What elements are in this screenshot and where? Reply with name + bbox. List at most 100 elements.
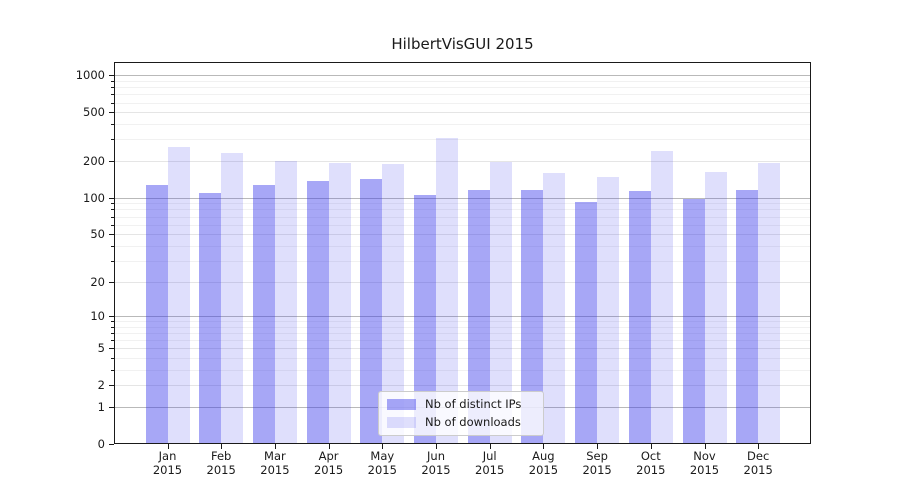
- x-tick-label-month: Jul: [482, 449, 497, 463]
- bar-downloads: [328, 163, 351, 444]
- bar-downloads: [274, 160, 297, 444]
- bar-downloads: [221, 153, 244, 444]
- y-tick: [109, 444, 114, 445]
- x-tick-label-year: 2015: [206, 463, 236, 477]
- major-gridline: [114, 160, 811, 162]
- x-tick-label-month: Sep: [586, 449, 608, 463]
- legend-label-downloads: Nb of downloads: [425, 414, 521, 429]
- decade-gridline: [114, 197, 811, 199]
- x-tick-label-month: Jan: [158, 449, 177, 463]
- minor-gridline: [114, 321, 811, 323]
- major-gridline: [114, 385, 811, 387]
- minor-gridline: [114, 102, 811, 104]
- y-tick-label: 20: [90, 274, 105, 289]
- bar-downloads: [543, 172, 566, 444]
- y-minor-tick: [111, 260, 114, 262]
- bar-downloads: [489, 161, 512, 444]
- x-tick: [167, 444, 169, 449]
- major-gridline: [114, 234, 811, 236]
- x-tick-label-month: May: [370, 449, 395, 463]
- y-tick: [109, 112, 114, 114]
- y-minor-tick: [111, 124, 114, 126]
- y-tick: [109, 197, 114, 199]
- y-minor-tick: [111, 340, 114, 342]
- x-tick-label-year: 2015: [421, 463, 451, 477]
- y-minor-tick: [111, 80, 114, 82]
- bar-distinct-ips: [628, 190, 651, 444]
- chart-title: HilbertVisGUI 2015: [391, 35, 534, 53]
- legend-row-downloads: Nb of downloads: [387, 414, 535, 429]
- minor-gridline: [114, 94, 811, 96]
- y-tick: [109, 316, 114, 317]
- minor-gridline: [114, 216, 811, 218]
- minor-gridline: [114, 139, 811, 141]
- x-tick: [543, 444, 545, 449]
- bar-distinct-ips: [682, 199, 705, 444]
- y-tick: [109, 75, 114, 77]
- major-gridline: [114, 348, 811, 350]
- bar-distinct-ips: [360, 178, 383, 444]
- y-minor-tick: [111, 333, 114, 334]
- minor-gridline: [114, 224, 811, 226]
- bar-distinct-ips: [467, 189, 490, 444]
- x-tick-label-year: 2015: [475, 463, 505, 477]
- legend-label-distinct-ips: Nb of distinct IPs: [425, 397, 522, 412]
- x-tick-label-year: 2015: [636, 463, 666, 477]
- minor-gridline: [114, 340, 811, 342]
- y-minor-tick: [111, 326, 114, 328]
- x-tick: [704, 444, 706, 449]
- minor-gridline: [114, 80, 811, 82]
- y-minor-tick: [111, 370, 114, 371]
- decade-gridline: [114, 316, 811, 317]
- x-tick: [382, 444, 384, 449]
- y-minor-tick: [111, 139, 114, 141]
- y-tick-label: 1: [97, 400, 105, 414]
- legend-swatch-distinct-ips: [387, 399, 416, 411]
- y-tick-label: 10: [90, 309, 105, 323]
- y-tick: [109, 234, 114, 236]
- y-tick: [109, 348, 114, 350]
- x-tick-label-month: Aug: [532, 449, 555, 463]
- bar-downloads: [167, 147, 190, 444]
- bar-downloads: [650, 151, 673, 444]
- bar-downloads: [436, 138, 458, 444]
- bar-distinct-ips: [306, 181, 329, 444]
- x-tick: [758, 444, 760, 449]
- y-minor-tick: [111, 321, 114, 323]
- x-tick-label-month: Dec: [747, 449, 770, 463]
- bar-downloads: [704, 171, 727, 444]
- x-tick-label-month: Nov: [693, 449, 716, 463]
- x-tick-label-month: Feb: [211, 449, 232, 463]
- x-tick-label-year: 2015: [152, 463, 183, 477]
- x-tick-label-month: Mar: [264, 449, 286, 463]
- y-tick-label: 100: [83, 190, 105, 205]
- bar-distinct-ips: [414, 195, 436, 444]
- bar-distinct-ips: [199, 192, 222, 444]
- y-minor-tick: [111, 209, 114, 211]
- minor-gridline: [114, 124, 811, 126]
- plot-border: [114, 62, 811, 444]
- bar-distinct-ips: [521, 190, 544, 444]
- minor-gridline: [114, 203, 811, 205]
- x-tick-label-year: 2015: [743, 463, 773, 477]
- minor-gridline: [114, 209, 811, 211]
- y-minor-tick: [111, 358, 114, 360]
- bar-distinct-ips: [145, 184, 168, 444]
- major-gridline: [114, 281, 811, 283]
- bar-distinct-ips: [252, 185, 275, 444]
- x-tick: [489, 444, 491, 449]
- bar-downloads: [758, 162, 781, 444]
- y-minor-tick: [111, 224, 114, 226]
- bar-distinct-ips: [575, 202, 598, 444]
- bar-distinct-ips: [736, 190, 759, 444]
- y-minor-tick: [111, 87, 114, 89]
- y-tick-label: 200: [83, 153, 105, 168]
- major-gridline: [114, 112, 811, 114]
- y-tick-label: 0: [97, 437, 105, 451]
- y-minor-tick: [111, 203, 114, 205]
- minor-gridline: [114, 260, 811, 262]
- minor-gridline: [114, 87, 811, 89]
- y-minor-tick: [111, 94, 114, 96]
- x-tick: [650, 444, 652, 449]
